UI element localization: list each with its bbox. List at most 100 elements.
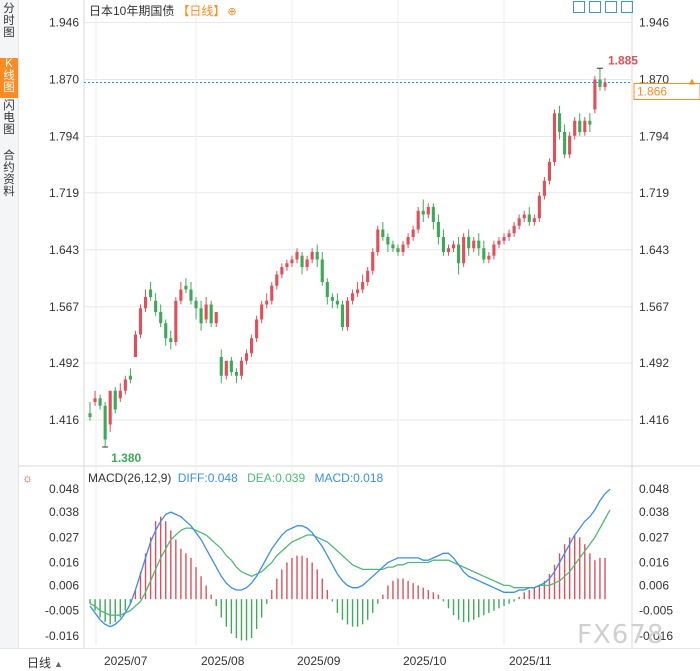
y-tick-label: 1.719 xyxy=(49,186,79,200)
candle-body xyxy=(138,308,143,335)
candle-body xyxy=(552,113,557,162)
candle-body xyxy=(472,240,476,249)
candle-body xyxy=(457,244,461,264)
y-tick-label: 1.567 xyxy=(639,300,669,314)
candle-body xyxy=(244,353,249,361)
candle-body xyxy=(255,319,259,339)
candle-body xyxy=(98,398,102,406)
candle-body xyxy=(174,300,178,342)
candle-body xyxy=(320,259,324,282)
sidebar-item-flash[interactable]: 闪电图 xyxy=(3,100,15,136)
caret-up-icon: ▲ xyxy=(54,659,63,669)
y-tick-label: 1.492 xyxy=(639,356,669,370)
candle-body xyxy=(366,270,370,282)
macd-y-tick-label: 0.038 xyxy=(49,505,79,519)
macd-y-tick-label: 0.006 xyxy=(49,578,79,592)
candle-body xyxy=(133,334,138,357)
candle-body xyxy=(154,300,158,312)
plus-circle-icon[interactable]: ⊕ xyxy=(227,6,237,18)
candle-body xyxy=(325,282,329,297)
candle-body xyxy=(593,79,597,110)
candle-body xyxy=(260,304,264,320)
candle-body xyxy=(532,218,536,222)
y-tick-label: 1.643 xyxy=(49,243,79,257)
y-tick-label: 1.719 xyxy=(639,186,669,200)
y-tick-label: 1.794 xyxy=(49,130,79,144)
sidebar-item-contract-info[interactable]: 合约资料 xyxy=(3,150,15,198)
candle-body xyxy=(563,132,567,155)
candle-body xyxy=(396,248,400,252)
candle-body xyxy=(416,210,420,230)
candle-body xyxy=(184,285,188,290)
x-tick-label: 2025/10 xyxy=(403,654,447,668)
candle-body xyxy=(426,207,430,215)
candle-body xyxy=(512,225,516,234)
candle-body xyxy=(381,229,385,237)
candle-body xyxy=(361,282,365,290)
candle-body xyxy=(189,289,193,301)
period-selector-button[interactable]: 日线 ▲ xyxy=(27,654,63,671)
candle-body xyxy=(199,308,203,324)
macd-y-tick-label: -0.016 xyxy=(45,629,79,643)
x-tick-label: 2025/07 xyxy=(104,654,148,668)
candle-body xyxy=(502,237,506,241)
candle-body xyxy=(159,312,163,324)
candle-body xyxy=(588,120,592,125)
candle-body xyxy=(522,214,526,219)
candle-body xyxy=(330,297,334,301)
candle-body xyxy=(275,274,279,286)
candle-body xyxy=(446,248,451,252)
last-price-label: 1.866 xyxy=(637,85,667,99)
sidebar-item-timeshare[interactable]: 分时图 xyxy=(3,3,15,39)
candle-body xyxy=(350,293,355,301)
y-tick-label: 1.643 xyxy=(639,243,669,257)
candle-body xyxy=(118,390,122,399)
candle-body xyxy=(224,360,228,376)
candle-body xyxy=(451,244,456,249)
candle-body xyxy=(467,237,471,249)
candle-body xyxy=(300,255,304,267)
candle-body xyxy=(88,413,92,417)
chart-toolbar xyxy=(573,0,637,14)
candle-body xyxy=(386,237,390,245)
candle-body xyxy=(557,113,562,132)
candle-body xyxy=(436,222,440,237)
candle-body xyxy=(517,218,521,226)
settings-gear-icon[interactable]: ☼ xyxy=(22,471,33,485)
x-tick-label: 2025/08 xyxy=(201,654,245,668)
candle-body xyxy=(128,375,132,380)
y-tick-label: 1.492 xyxy=(49,356,79,370)
candle-body xyxy=(169,338,173,342)
macd-dea-value: DEA:0.039 xyxy=(247,471,306,485)
candle-body xyxy=(108,390,112,425)
macd-y-tick-label: -0.005 xyxy=(45,604,79,618)
y-tick-label: 1.416 xyxy=(639,413,669,427)
fit-icon[interactable] xyxy=(573,1,585,13)
candle-body xyxy=(290,259,294,264)
chart-mode-icon[interactable] xyxy=(605,1,617,13)
candle-body xyxy=(345,300,350,327)
instrument-name: 日本10年期国债 xyxy=(89,4,175,18)
period-tag[interactable]: 【日线】 xyxy=(177,4,226,18)
candle-body xyxy=(234,372,238,376)
candle-body xyxy=(401,244,405,252)
low-annotation: 1.380 xyxy=(111,451,141,465)
candle-body xyxy=(391,244,395,249)
macd-y-tick-label: 0.048 xyxy=(639,482,669,496)
macd-y-tick-label: 0.048 xyxy=(49,482,79,496)
candle-body xyxy=(542,180,546,196)
candle-body xyxy=(371,252,375,271)
sidebar-item-kline[interactable]: K线图 xyxy=(0,58,18,98)
close-icon[interactable] xyxy=(621,1,633,13)
expand-icon[interactable] xyxy=(589,1,601,13)
candle-body xyxy=(250,338,254,354)
candle-body xyxy=(603,82,607,87)
x-tick-label: 2025/09 xyxy=(297,654,341,668)
candle-body xyxy=(583,120,587,132)
candle-body xyxy=(285,263,289,267)
macd-y-tick-label: 0.027 xyxy=(639,530,669,544)
y-tick-label: 1.870 xyxy=(49,73,79,87)
candle-body xyxy=(305,259,309,267)
candle-body xyxy=(537,195,541,219)
y-tick-label: 1.794 xyxy=(639,130,669,144)
